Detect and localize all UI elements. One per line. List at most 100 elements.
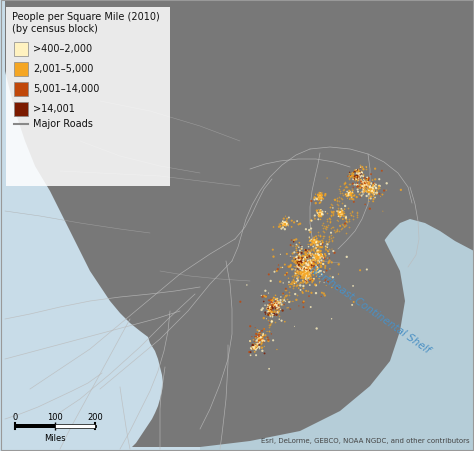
Point	[361, 182, 368, 189]
Point	[273, 299, 281, 306]
Point	[281, 293, 289, 300]
Point	[368, 189, 376, 197]
Point	[375, 176, 383, 184]
Point	[368, 188, 375, 195]
Point	[306, 272, 313, 279]
Point	[310, 277, 317, 285]
Point	[292, 236, 300, 244]
Point	[270, 301, 278, 308]
Point	[369, 189, 376, 196]
Point	[303, 253, 311, 260]
Point	[317, 211, 324, 218]
Point	[316, 254, 323, 262]
Point	[354, 177, 361, 184]
Point	[316, 278, 324, 285]
Point	[301, 256, 309, 263]
Point	[354, 174, 362, 181]
Point	[310, 256, 318, 263]
Point	[256, 335, 264, 342]
Point	[343, 193, 350, 200]
Point	[293, 260, 301, 267]
Point	[346, 191, 354, 198]
Point	[263, 315, 270, 322]
Point	[288, 266, 296, 273]
Point	[294, 249, 302, 257]
Point	[380, 188, 388, 195]
Point	[354, 174, 362, 181]
Point	[259, 336, 266, 344]
Point	[265, 306, 273, 313]
Point	[310, 234, 318, 241]
Point	[300, 256, 307, 263]
Point	[317, 260, 324, 267]
Point	[335, 210, 342, 217]
Point	[336, 211, 343, 218]
Point	[271, 300, 278, 307]
Point	[330, 226, 338, 234]
Point	[334, 209, 342, 216]
Point	[259, 347, 266, 354]
Point	[301, 272, 308, 279]
Point	[365, 189, 373, 197]
Point	[264, 338, 272, 345]
Point	[357, 177, 365, 184]
Point	[259, 332, 267, 339]
Point	[258, 327, 266, 335]
Point	[322, 252, 329, 259]
Point	[337, 223, 344, 230]
Point	[307, 217, 315, 225]
Point	[301, 258, 308, 265]
Point	[364, 179, 371, 187]
Point	[296, 257, 303, 264]
Point	[315, 216, 322, 223]
Point	[302, 278, 310, 285]
Point	[350, 193, 358, 200]
Point	[359, 187, 367, 194]
Point	[317, 210, 325, 217]
Point	[310, 262, 318, 270]
Point	[315, 254, 323, 262]
Point	[291, 278, 299, 285]
Point	[338, 189, 346, 197]
Point	[271, 301, 279, 308]
Point	[305, 267, 313, 275]
Point	[261, 302, 269, 309]
Point	[295, 273, 303, 281]
Point	[308, 262, 315, 269]
Point	[327, 232, 335, 239]
Point	[312, 195, 319, 202]
Point	[256, 336, 264, 343]
Point	[296, 256, 304, 263]
Point	[311, 194, 319, 201]
Point	[361, 181, 369, 188]
Point	[310, 252, 318, 259]
Point	[361, 201, 369, 208]
Point	[301, 253, 308, 260]
Point	[299, 270, 307, 277]
Point	[358, 181, 365, 189]
Point	[361, 186, 368, 193]
Point	[370, 180, 378, 188]
Point	[365, 186, 373, 193]
Point	[347, 191, 355, 198]
Point	[308, 269, 316, 276]
Point	[365, 186, 373, 193]
Point	[304, 288, 312, 295]
Point	[306, 266, 314, 273]
Point	[346, 191, 354, 198]
Point	[298, 266, 305, 273]
Point	[297, 246, 305, 253]
Point	[329, 248, 337, 255]
Point	[302, 251, 310, 258]
Point	[279, 290, 287, 298]
Point	[312, 239, 320, 246]
Point	[368, 189, 376, 197]
Point	[345, 205, 352, 212]
Point	[290, 219, 298, 226]
Point	[367, 191, 375, 198]
Point	[281, 221, 289, 228]
Point	[319, 239, 326, 246]
Point	[345, 173, 352, 180]
Point	[292, 270, 300, 277]
Point	[364, 182, 372, 189]
